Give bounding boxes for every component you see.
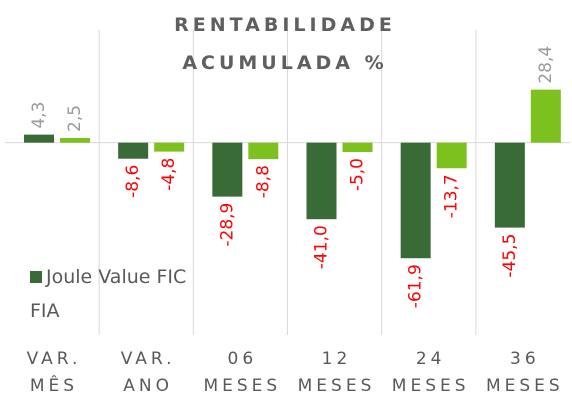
data-label: 2,5 — [65, 105, 85, 132]
chart-title: RENTABILIDADE ACUMULADA % — [174, 14, 396, 74]
data-label: -13,7 — [442, 174, 462, 218]
x-tick-label: VAR. MÊS — [26, 349, 82, 396]
data-label: 28,4 — [536, 46, 556, 84]
data-label: 4,3 — [29, 102, 49, 129]
bar — [530, 89, 561, 143]
bar — [248, 142, 279, 160]
bar — [494, 142, 525, 228]
bar — [212, 142, 243, 197]
x-tick-label: 36 MESES — [485, 349, 564, 396]
x-tick-label: 24 MESES — [391, 349, 470, 396]
bar — [60, 138, 90, 143]
bar — [306, 142, 337, 220]
x-tick-label: 12 MESES — [297, 349, 376, 396]
legend-label: Joule Value FIC FIA — [30, 266, 187, 322]
data-label: -5,0 — [348, 158, 368, 191]
data-label: -61,9 — [406, 264, 426, 308]
x-tick-label: 06 MESES — [203, 349, 282, 396]
data-label: -41,0 — [312, 225, 332, 269]
data-label: -8,6 — [123, 165, 143, 198]
bar — [400, 142, 431, 259]
bar — [154, 142, 185, 152]
bar — [24, 134, 54, 143]
data-label: -8,8 — [253, 165, 273, 198]
legend-swatch — [30, 271, 42, 283]
data-label: -4,8 — [159, 158, 179, 191]
bar — [342, 142, 373, 152]
bar — [118, 142, 149, 159]
x-tick-label: VAR. ANO — [120, 349, 176, 396]
data-label: -45,5 — [500, 234, 520, 278]
data-label: -28,9 — [217, 203, 237, 247]
legend: Joule Value FIC FIA — [30, 260, 220, 328]
bar — [436, 142, 467, 169]
